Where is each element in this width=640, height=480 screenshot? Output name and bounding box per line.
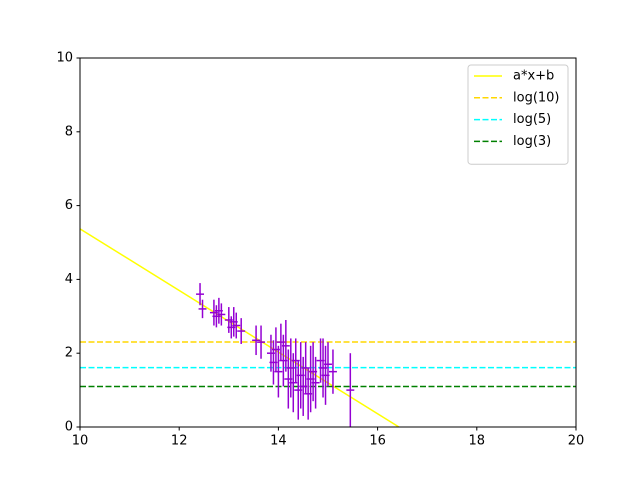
x-tick-label: 14: [270, 434, 287, 449]
legend-label: log(3): [513, 134, 551, 149]
legend-box: [467, 64, 569, 165]
axes: 10 12 14 16 18 20 0 2 4 6 8 10: [56, 51, 584, 449]
y-tick-label: 6: [65, 198, 73, 213]
x-tick-label: 18: [469, 434, 486, 449]
x-tick-label: 16: [369, 434, 386, 449]
axes-frame: [79, 57, 577, 428]
x-tick-label: 12: [171, 434, 188, 449]
x-tick-label: 20: [568, 434, 585, 449]
plot-area: [80, 228, 576, 427]
legend: a*x+b log(10) log(5) log(3): [467, 64, 569, 165]
y-tick-label: 10: [56, 51, 73, 66]
legend-label: log(5): [513, 112, 551, 127]
y-tick-label: 4: [65, 272, 73, 287]
y-tick-label: 8: [65, 124, 73, 139]
legend-label: log(10): [513, 90, 560, 105]
legend-label: a*x+b: [513, 69, 554, 84]
y-tick-label: 0: [65, 420, 73, 435]
fit-line: [80, 228, 400, 427]
y-tick-label: 2: [65, 346, 73, 361]
x-tick-label: 10: [72, 434, 89, 449]
